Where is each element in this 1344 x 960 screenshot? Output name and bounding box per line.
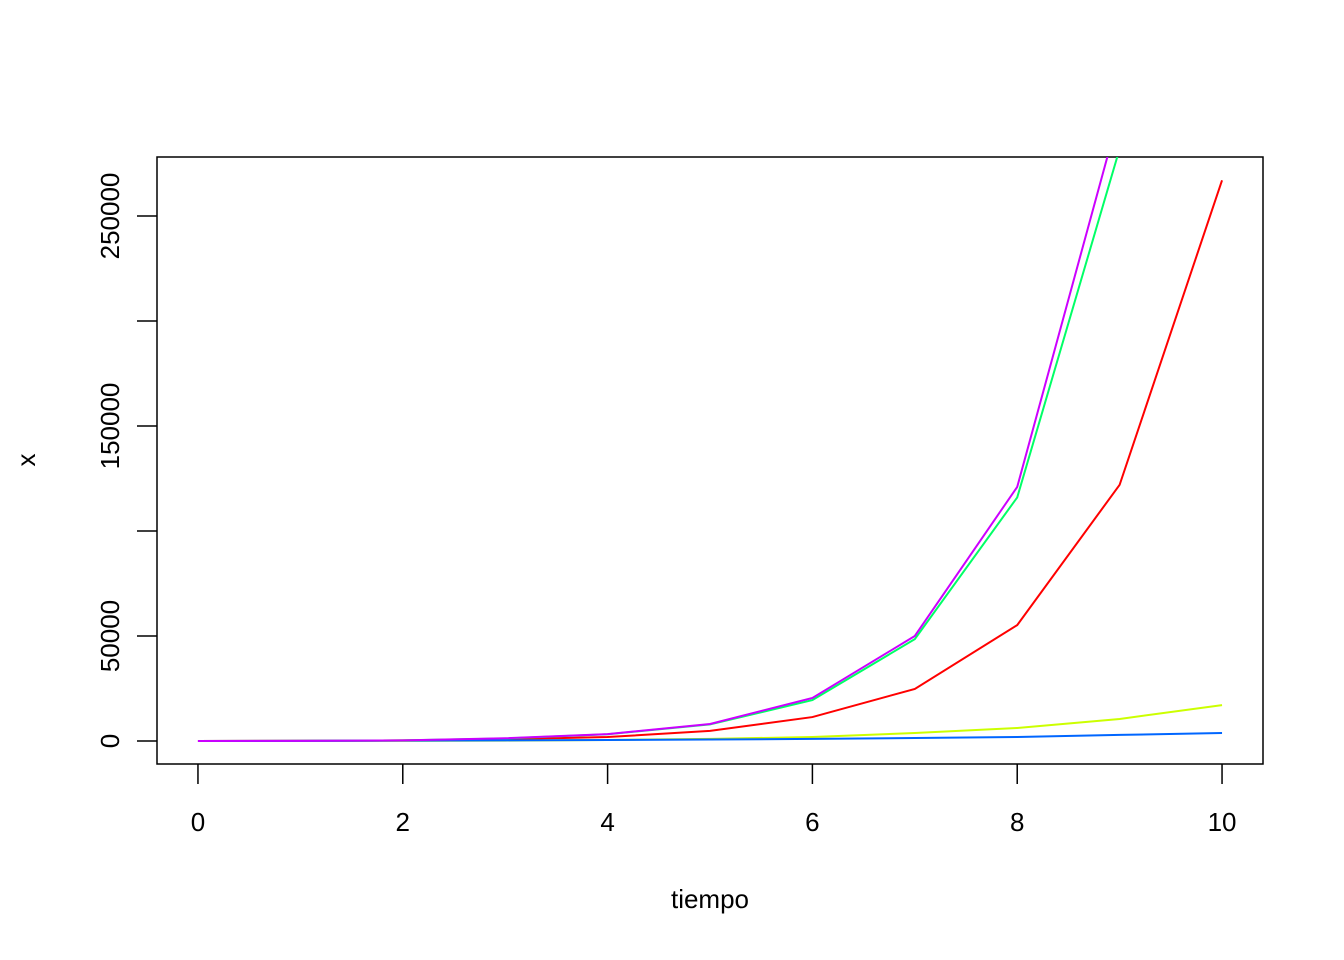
series-line xyxy=(197,157,1119,743)
plot-box xyxy=(156,156,1264,765)
x-tick-label: 4 xyxy=(600,807,614,837)
y-tick-label: 150000 xyxy=(95,383,125,470)
series-line xyxy=(197,179,1223,743)
y-tick-label: 50000 xyxy=(95,600,125,672)
y-tick-label: 0 xyxy=(95,734,125,748)
x-tick-label: 10 xyxy=(1208,807,1237,837)
y-tick-label: 250000 xyxy=(95,173,125,260)
x-tick-label: 6 xyxy=(805,807,819,837)
plot-area xyxy=(197,157,1223,743)
y-axis-label: x xyxy=(11,454,41,467)
x-tick-label: 2 xyxy=(396,807,410,837)
series-line xyxy=(197,157,1109,743)
x-axis-label: tiempo xyxy=(671,884,749,914)
x-tick-label: 8 xyxy=(1010,807,1024,837)
x-tick-label: 0 xyxy=(191,807,205,837)
